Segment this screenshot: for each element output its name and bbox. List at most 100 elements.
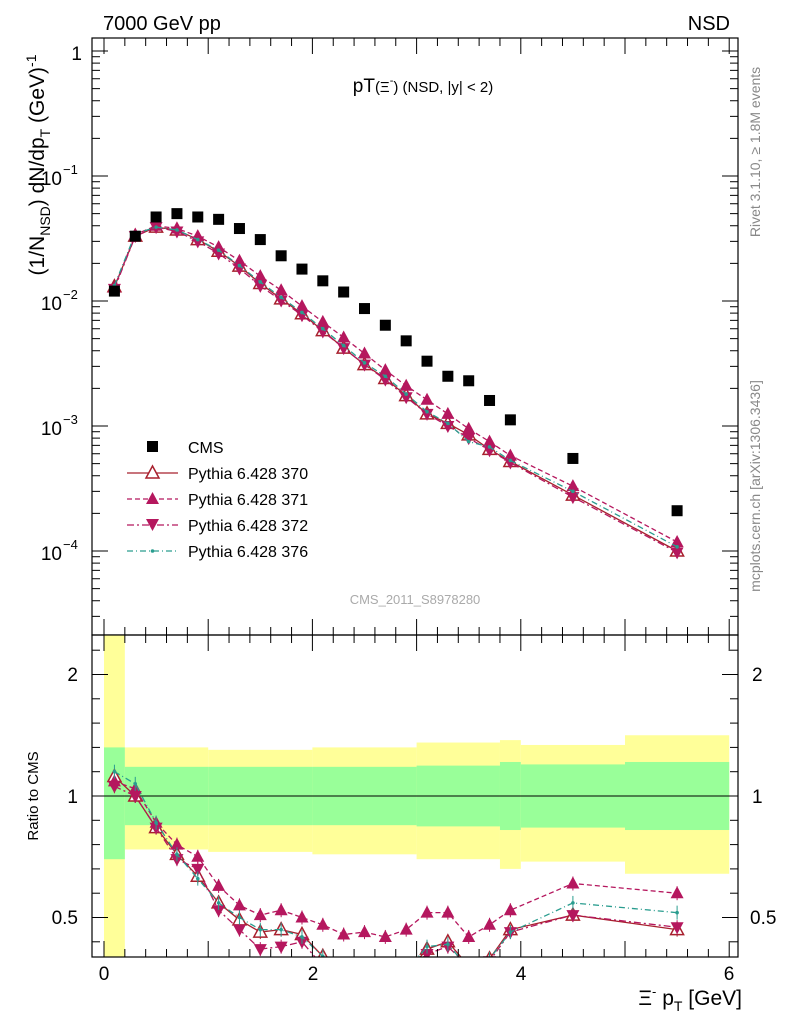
point-pythia-6-428-372 xyxy=(670,547,684,560)
point-pythia-6-428-371 xyxy=(358,346,371,359)
legend-label-cms: CMS xyxy=(188,440,224,457)
y-tick-label-1: 1 xyxy=(71,44,82,65)
point-cms xyxy=(129,230,141,242)
point-pythia-6-428-376 xyxy=(487,445,492,449)
point-pythia-6-428-376 xyxy=(175,228,179,232)
ratio-point-pythia-6-428-372 xyxy=(358,971,371,983)
point-pythia-6-428-372 xyxy=(295,310,309,323)
analysis-watermark: CMS_2011_S8978280 xyxy=(350,592,481,607)
point-pythia-6-428-371 xyxy=(441,406,455,419)
point-pythia-6-428-372 xyxy=(462,433,476,446)
point-pythia-6-428-372 xyxy=(316,326,330,339)
point-pythia-6-428-372 xyxy=(191,236,205,249)
point-pythia-6-428-371 xyxy=(483,434,497,447)
point-cms xyxy=(233,223,245,235)
point-pythia-6-428-376 xyxy=(237,263,242,268)
legend-marker-372 xyxy=(146,519,159,531)
ratio-point-pythia-6-428-376 xyxy=(112,769,117,774)
ratio-tick-label-2: 2 xyxy=(67,665,78,686)
ratio-point-pythia-6-428-376 xyxy=(384,972,388,976)
ratio-point-pythia-6-428-371 xyxy=(316,917,330,930)
point-cms xyxy=(379,319,391,331)
point-pythia-6-428-372 xyxy=(274,295,288,308)
point-pythia-6-428-372 xyxy=(212,248,226,261)
ratio-point-pythia-6-428-372 xyxy=(232,924,246,937)
ratio-point-pythia-6-428-371 xyxy=(253,908,267,921)
point-pythia-6-428-371 xyxy=(253,269,267,282)
point-pythia-6-428-371 xyxy=(337,330,351,343)
title-minus: - xyxy=(390,75,394,87)
ratio-point-pythia-6-428-376 xyxy=(258,927,263,932)
legend-label-370: Pythia 6.428 370 xyxy=(188,466,308,483)
ratio-point-pythia-6-428-376 xyxy=(404,969,408,973)
ratio-tick-label-right-0.5: 0.5 xyxy=(750,908,776,929)
point-pythia-6-428-371 xyxy=(399,378,413,391)
point-pythia-6-428-371 xyxy=(316,314,330,327)
ratio-point-pythia-6-428-370 xyxy=(379,969,392,981)
title-pt: pT xyxy=(353,76,376,97)
ratio-point-pythia-6-428-372 xyxy=(253,944,267,957)
point-pythia-6-428-376 xyxy=(300,310,304,315)
legend-marker-376 xyxy=(150,549,155,553)
point-pythia-6-428-372 xyxy=(503,457,517,470)
ratio-point-pythia-6-428-376 xyxy=(342,969,346,973)
point-pythia-6-428-371 xyxy=(462,421,476,434)
point-pythia-6-428-371 xyxy=(420,392,434,405)
point-pythia-6-428-372 xyxy=(420,408,434,421)
x-tick-labels: 0 2 4 6 xyxy=(99,964,735,985)
y-tick-exp-1e-1: −1 xyxy=(63,162,78,177)
x-axis-label: Ξ- pT [GeV] xyxy=(638,984,742,1014)
x-tick-label-0: 0 xyxy=(99,964,110,985)
point-cms xyxy=(671,505,683,517)
y-tick-exp-1e-2: −2 xyxy=(63,287,78,302)
ratio-point-pythia-6-428-370 xyxy=(358,971,371,983)
ratio-point-pythia-6-428-372 xyxy=(128,791,142,803)
legend-marker-cms xyxy=(147,441,158,452)
x-tick-label-4: 4 xyxy=(516,964,527,985)
point-cms xyxy=(442,370,454,382)
main-axis-ticks xyxy=(92,38,738,635)
legend-marker-370 xyxy=(144,464,161,479)
ratio-point-pythia-6-428-371 xyxy=(170,837,184,850)
ratio-bands xyxy=(104,635,730,957)
point-pythia-6-428-372 xyxy=(399,392,413,405)
point-pythia-6-428-376 xyxy=(321,326,325,331)
ratio-tick-label-right-1: 1 xyxy=(752,787,763,808)
title-particle: (Ξ xyxy=(375,79,390,96)
ratio-point-pythia-6-428-376 xyxy=(279,927,283,932)
x-tick-label-6: 6 xyxy=(724,964,735,985)
ratio-point-pythia-6-428-371 xyxy=(670,886,684,899)
point-pythia-6-428-376 xyxy=(216,248,221,252)
header-left: 7000 GeV pp xyxy=(103,13,221,35)
point-cms xyxy=(213,213,225,225)
ratio-point-pythia-6-428-371 xyxy=(212,878,226,891)
point-cms xyxy=(338,286,350,298)
point-cms xyxy=(275,250,287,262)
ratio-line-pythia-6-428-371 xyxy=(114,780,678,938)
ratio-point-pythia-6-428-371 xyxy=(441,905,455,918)
ratio-point-pythia-6-428-376 xyxy=(363,974,367,978)
y-tick-label-1e-4: 10 xyxy=(41,544,62,565)
point-cms xyxy=(504,414,516,426)
point-pythia-6-428-376 xyxy=(675,545,679,549)
title-rest: ) (NSD, |y| < 2) xyxy=(393,79,493,96)
point-pythia-6-428-376 xyxy=(466,439,471,444)
point-pythia-6-428-372 xyxy=(337,343,351,356)
ratio-point-pythia-6-428-371 xyxy=(399,922,413,935)
point-pythia-6-428-372 xyxy=(378,374,392,387)
main-title: pT(Ξ-) (NSD, |y| < 2) xyxy=(353,75,494,97)
point-pythia-6-428-372 xyxy=(566,492,580,505)
point-cms xyxy=(150,211,162,223)
y-tick-exp-1e-3: −3 xyxy=(63,412,78,427)
point-pythia-6-428-372 xyxy=(253,280,267,293)
ratio-point-pythia-6-428-376 xyxy=(571,901,575,905)
ratio-point-pythia-6-428-376 xyxy=(195,876,200,881)
ratio-point-pythia-6-428-376 xyxy=(467,967,471,971)
ratio-point-pythia-6-428-372 xyxy=(400,966,413,978)
ratio-tick-label-right-2: 2 xyxy=(752,665,763,686)
point-pythia-6-428-372 xyxy=(441,421,455,433)
point-cms xyxy=(421,355,433,367)
ratio-point-pythia-6-428-371 xyxy=(462,929,476,942)
ratio-y-axis-label: Ratio to CMS xyxy=(25,751,42,840)
